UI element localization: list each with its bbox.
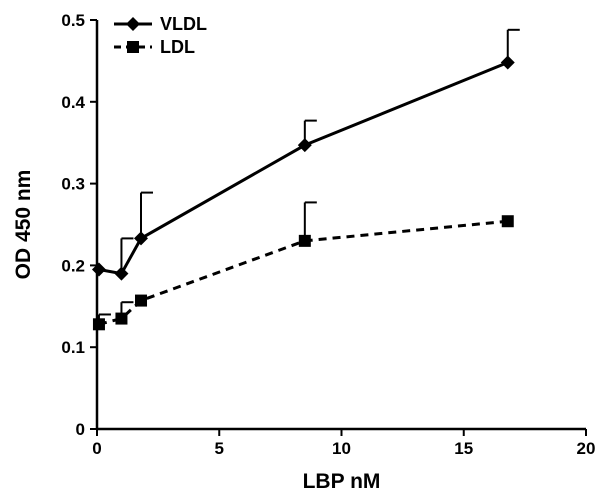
y-tick-label: 0.3 [61,175,85,194]
axes: 0 5 10 15 20 0 0.1 0.2 0.3 0.4 0.5 [61,11,595,458]
x-tick-label: 5 [215,439,224,458]
data-point [92,318,105,331]
y-axis-ticks: 0 0.1 0.2 0.3 0.4 0.5 [61,11,97,439]
data-point [501,215,514,228]
data-point [297,138,312,153]
y-tick-label: 0.4 [61,93,85,112]
y-tick-label: 0.1 [61,338,85,357]
data-point [135,294,148,307]
plot-area [91,28,520,331]
x-axis-title: LBP nM [303,470,381,493]
data-point [134,231,149,246]
legend: VLDL LDL [114,14,207,57]
legend-vldl-marker [126,17,140,31]
legend-ldl-marker [127,41,139,53]
series-ldl [92,201,514,331]
x-axis-ticks: 0 5 10 15 20 [92,429,595,458]
data-point [298,234,311,247]
legend-vldl-label: VLDL [160,14,207,34]
legend-ldl-label: LDL [160,37,195,57]
data-point [91,262,106,277]
y-tick-label: 0.2 [61,256,85,275]
x-tick-label: 15 [454,439,473,458]
y-tick-label: 0.5 [61,11,85,30]
y-tick-label: 0 [76,420,85,439]
x-tick-label: 20 [577,439,596,458]
data-point [500,55,515,70]
x-tick-label: 10 [332,439,351,458]
data-point [114,266,129,281]
x-tick-label: 0 [92,439,101,458]
series-vldl [91,28,520,281]
y-axis-title: OD 450 nm [12,170,35,280]
data-point [115,312,128,325]
